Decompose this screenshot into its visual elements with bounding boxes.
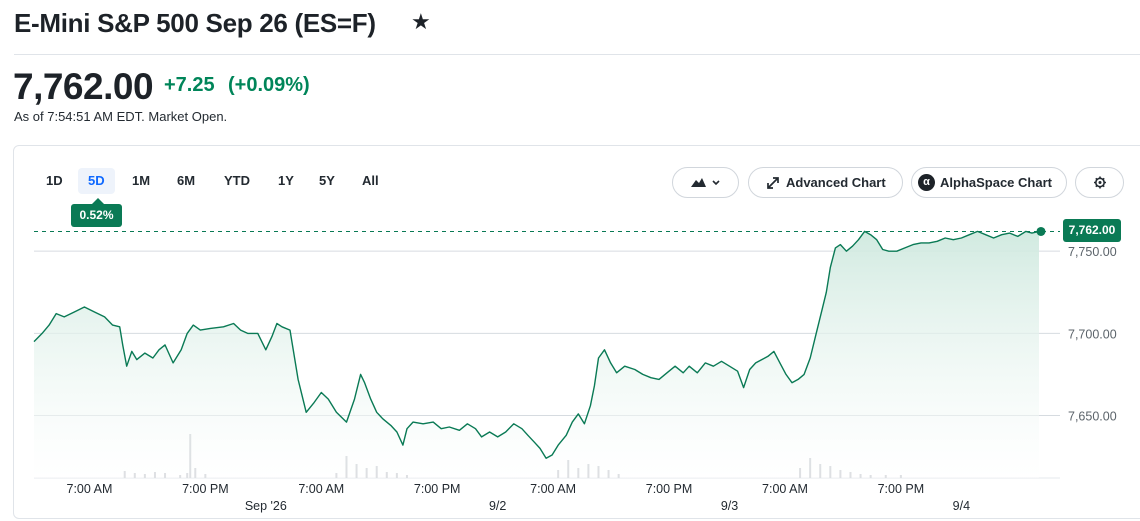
date-label: 9/4: [953, 499, 970, 513]
x-tick-label: 7:00 PM: [414, 482, 461, 496]
tab-1d[interactable]: 1D: [46, 173, 63, 188]
x-tick-label: 7:00 PM: [878, 482, 925, 496]
tab-5y[interactable]: 5Y: [319, 173, 335, 188]
price-area: [34, 231, 1039, 478]
y-tick-label: 7,750.00: [1068, 245, 1117, 259]
range-change-badge: 0.52%: [71, 198, 122, 227]
tab-5d[interactable]: 5D: [78, 168, 115, 194]
advanced-chart-button[interactable]: Advanced Chart: [748, 167, 903, 198]
price-change-percent: (+0.09%): [228, 74, 310, 96]
alphaspace-chart-button[interactable]: α AlphaSpace Chart: [911, 167, 1067, 198]
expand-arrow-icon: [765, 168, 781, 207]
x-tick-label: 7:00 PM: [182, 482, 229, 496]
tab-all[interactable]: All: [362, 173, 379, 188]
y-tick-label: 7,650.00: [1068, 410, 1117, 424]
header-divider: [14, 54, 1140, 55]
as-of-timestamp: As of 7:54:51 AM EDT. Market Open.: [14, 109, 228, 124]
chevron-down-icon: [711, 168, 721, 207]
x-tick-label: 7:00 AM: [530, 482, 576, 496]
chart-type-button[interactable]: [672, 167, 739, 198]
tab-1y[interactable]: 1Y: [278, 173, 294, 188]
x-tick-label: 7:00 AM: [67, 482, 113, 496]
advanced-chart-label: Advanced Chart: [786, 175, 886, 190]
x-tick-label: 7:00 AM: [762, 482, 808, 496]
current-price-dot: [1036, 226, 1046, 236]
current-price-badge: 7,762.00: [1063, 219, 1121, 242]
tab-6m[interactable]: 6M: [177, 173, 196, 188]
current-price: 7,762.00: [13, 66, 154, 107]
date-label: Sep '26: [245, 499, 287, 513]
settings-button[interactable]: [1075, 167, 1124, 198]
date-label: 9/2: [489, 499, 506, 513]
date-label: 9/3: [721, 499, 738, 513]
chart-card: [13, 145, 1140, 519]
star-icon[interactable]: ★: [411, 9, 431, 34]
x-tick-label: 7:00 AM: [298, 482, 344, 496]
y-tick-label: 7,700.00: [1068, 327, 1117, 341]
alpha-logo-icon: α: [918, 174, 935, 191]
x-tick-label: 7:00 PM: [646, 482, 693, 496]
page-title: E-Mini S&P 500 Sep 26 (ES=F): [14, 8, 376, 38]
price-change: +7.25: [164, 74, 215, 96]
gear-icon: [1092, 168, 1108, 207]
tab-1m[interactable]: 1M: [132, 173, 151, 188]
tab-ytd[interactable]: YTD: [224, 173, 250, 188]
mountain-chart-icon: [689, 168, 707, 207]
price-line: [33, 230, 1040, 459]
alphaspace-chart-label: AlphaSpace Chart: [940, 175, 1052, 190]
